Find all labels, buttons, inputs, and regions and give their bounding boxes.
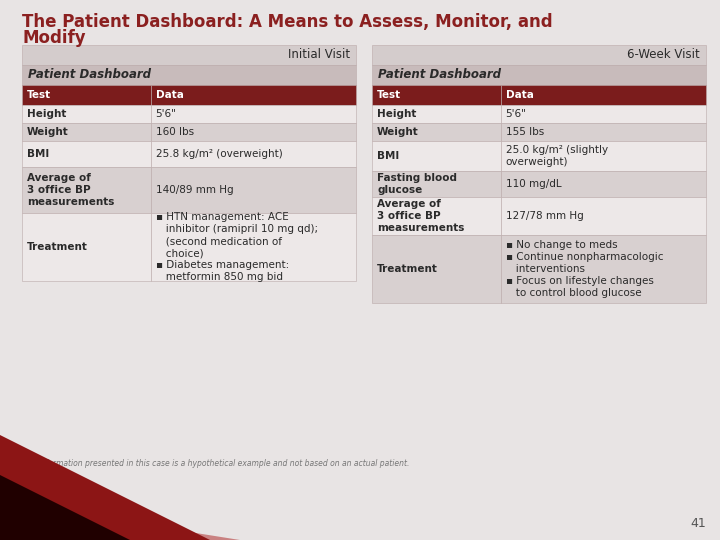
Bar — [150, 105, 356, 123]
Bar — [500, 123, 706, 141]
Text: Modify: Modify — [22, 29, 86, 47]
Text: ▪ No change to meds
▪ Continue nonpharmacologic
   interventions
▪ Focus on life: ▪ No change to meds ▪ Continue nonpharma… — [505, 240, 663, 298]
Bar — [150, 123, 356, 141]
Text: 25.8 kg/m² (overweight): 25.8 kg/m² (overweight) — [156, 149, 282, 159]
Text: Fasting blood
glucose: Fasting blood glucose — [377, 173, 457, 195]
Text: 5'6": 5'6" — [505, 109, 526, 119]
Bar — [22, 65, 356, 85]
Bar — [150, 85, 356, 105]
Text: Data: Data — [156, 90, 184, 100]
Text: Test: Test — [377, 90, 401, 100]
Text: Treatment: Treatment — [377, 264, 438, 274]
Text: 127/78 mm Hg: 127/78 mm Hg — [505, 211, 583, 221]
Text: 5'6": 5'6" — [156, 109, 176, 119]
Bar — [372, 45, 706, 65]
Text: Weight: Weight — [377, 127, 419, 137]
Bar — [22, 45, 356, 65]
Bar — [372, 197, 500, 235]
Text: 6-Week Visit: 6-Week Visit — [627, 49, 700, 62]
Text: Weight: Weight — [27, 127, 68, 137]
Bar — [22, 85, 150, 105]
Bar — [372, 85, 500, 105]
Bar — [500, 197, 706, 235]
Text: 155 lbs: 155 lbs — [505, 127, 544, 137]
Bar — [372, 65, 706, 85]
Bar — [372, 123, 500, 141]
Bar — [372, 235, 500, 303]
Bar — [500, 235, 706, 303]
Bar — [500, 105, 706, 123]
Bar — [22, 213, 150, 281]
Text: 160 lbs: 160 lbs — [156, 127, 194, 137]
Bar — [22, 141, 150, 167]
Bar — [150, 167, 356, 213]
Text: Test: Test — [27, 90, 51, 100]
Polygon shape — [0, 502, 240, 540]
Bar — [500, 85, 706, 105]
Bar — [372, 105, 500, 123]
Text: The Patient Dashboard: A Means to Assess, Monitor, and: The Patient Dashboard: A Means to Assess… — [22, 13, 553, 31]
Text: Average of
3 office BP
measurements: Average of 3 office BP measurements — [377, 199, 464, 233]
Text: BMI: BMI — [27, 149, 49, 159]
Text: Data: Data — [505, 90, 534, 100]
Text: Average of
3 office BP
measurements: Average of 3 office BP measurements — [27, 173, 114, 207]
Polygon shape — [0, 475, 130, 540]
Bar — [150, 141, 356, 167]
Bar — [22, 123, 150, 141]
Bar — [500, 141, 706, 171]
Text: 25.0 kg/m² (slightly
overweight): 25.0 kg/m² (slightly overweight) — [505, 145, 608, 167]
Bar — [22, 105, 150, 123]
Bar — [372, 141, 500, 171]
Text: BMI: BMI — [377, 151, 400, 161]
Text: 110 mg/dL: 110 mg/dL — [505, 179, 561, 189]
Text: Treatment: Treatment — [27, 242, 88, 252]
Text: ▪ HTN management: ACE
   inhibitor (ramipril 10 mg qd);
   (second medication of: ▪ HTN management: ACE inhibitor (ramipri… — [156, 212, 318, 282]
Bar — [500, 171, 706, 197]
Text: Patient Dashboard: Patient Dashboard — [378, 69, 501, 82]
Text: Patient Dashboard: Patient Dashboard — [28, 69, 151, 82]
Text: Height: Height — [377, 109, 416, 119]
Text: 140/89 mm Hg: 140/89 mm Hg — [156, 185, 233, 195]
Bar — [22, 167, 150, 213]
Polygon shape — [0, 435, 210, 540]
Text: Height: Height — [27, 109, 66, 119]
Text: Initial Visit: Initial Visit — [288, 49, 350, 62]
Bar — [150, 213, 356, 281]
Text: The information presented in this case is a hypothetical example and not based o: The information presented in this case i… — [22, 459, 410, 468]
Bar — [372, 171, 500, 197]
Text: 41: 41 — [690, 517, 706, 530]
